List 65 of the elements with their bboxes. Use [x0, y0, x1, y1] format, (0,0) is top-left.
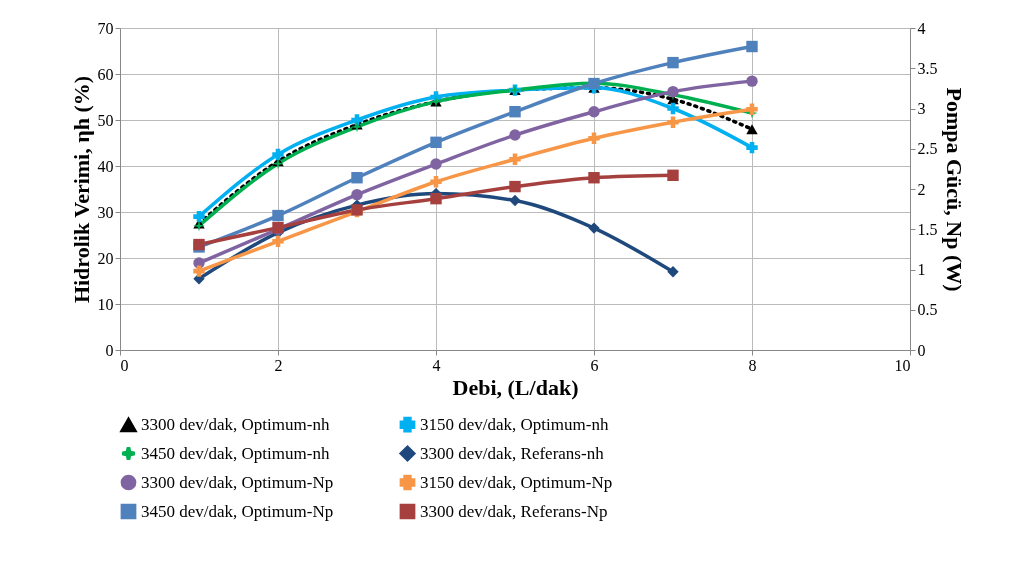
point: [667, 85, 679, 98]
point: [746, 40, 758, 53]
point: [667, 116, 679, 128]
legend-label: 3150 dev/dak, Optimum-Np: [420, 472, 613, 492]
y2-tick-label: 1.5: [917, 220, 938, 238]
point: [667, 169, 679, 182]
y2-tick-label: 3: [917, 100, 926, 117]
point: [588, 222, 600, 234]
x-axis-title: Debi, (L/dak): [452, 374, 579, 400]
y-tick-label: 40: [97, 157, 114, 175]
y-tick-label: 60: [97, 65, 114, 83]
point: [509, 106, 521, 118]
point: [509, 180, 521, 193]
y2-tick-label: 2: [917, 180, 926, 198]
y2-tick-label: 3.5: [917, 59, 938, 77]
point: [430, 176, 442, 188]
point: [667, 266, 679, 278]
y2-tick-label: 2.5: [917, 140, 938, 158]
x-tick-label: 6: [590, 356, 599, 374]
y-tick-label: 70: [97, 19, 114, 37]
point: [746, 141, 758, 154]
y2-tick-label: 0: [917, 341, 926, 359]
point: [509, 129, 521, 141]
y2-tick-label: 4: [917, 19, 926, 37]
legend-label: 3300 dev/dak, Optimum-Np: [141, 472, 334, 492]
point: [746, 75, 758, 87]
legend-label: 3150 dev/dak, Optimum-nh: [420, 414, 609, 434]
y-tick-label: 50: [97, 111, 114, 129]
point: [667, 56, 679, 69]
point: [746, 103, 758, 116]
point: [430, 158, 442, 170]
y-tick-label: 0: [105, 341, 114, 359]
point: [509, 153, 521, 165]
y2-tick-label: 0.5: [917, 301, 938, 319]
point: [351, 172, 363, 184]
y2-tick-label: 1: [917, 261, 926, 278]
point: [588, 106, 600, 118]
point: [588, 132, 600, 144]
point: [667, 102, 679, 115]
y-tick-label: 30: [97, 203, 114, 221]
point: [193, 210, 205, 223]
legend-label: 3300 dev/dak, Referans-nh: [420, 443, 605, 463]
point: [272, 235, 284, 248]
x-tick-label: 4: [432, 356, 441, 374]
x-tick-label: 8: [748, 356, 757, 374]
x-tick-label: 10: [894, 356, 911, 374]
point: [509, 194, 521, 207]
legend-label: 3300 dev/dak, Optimum-nh: [141, 415, 330, 435]
legend-label: 3450 dev/dak, Optimum-nh: [141, 443, 330, 463]
point: [272, 209, 284, 222]
point: [588, 172, 600, 184]
y-axis-title: Hidrolik Verimi, ηh (%): [68, 75, 94, 304]
point: [272, 148, 284, 161]
y2-axis-title: Pompa Gücü, Np (W): [941, 87, 967, 292]
y-tick-label: 10: [97, 295, 114, 313]
point: [193, 265, 205, 277]
legend-label: 3300 dev/dak, Referans-Np: [420, 501, 608, 521]
point: [351, 188, 363, 201]
y-tick-label: 20: [97, 249, 114, 267]
legend-label: 3450 dev/dak, Optimum-Np: [141, 501, 334, 521]
point: [746, 124, 758, 135]
x-tick-label: 0: [120, 356, 129, 374]
point: [430, 192, 442, 205]
x-tick-label: 2: [274, 356, 283, 374]
point: [430, 136, 442, 149]
